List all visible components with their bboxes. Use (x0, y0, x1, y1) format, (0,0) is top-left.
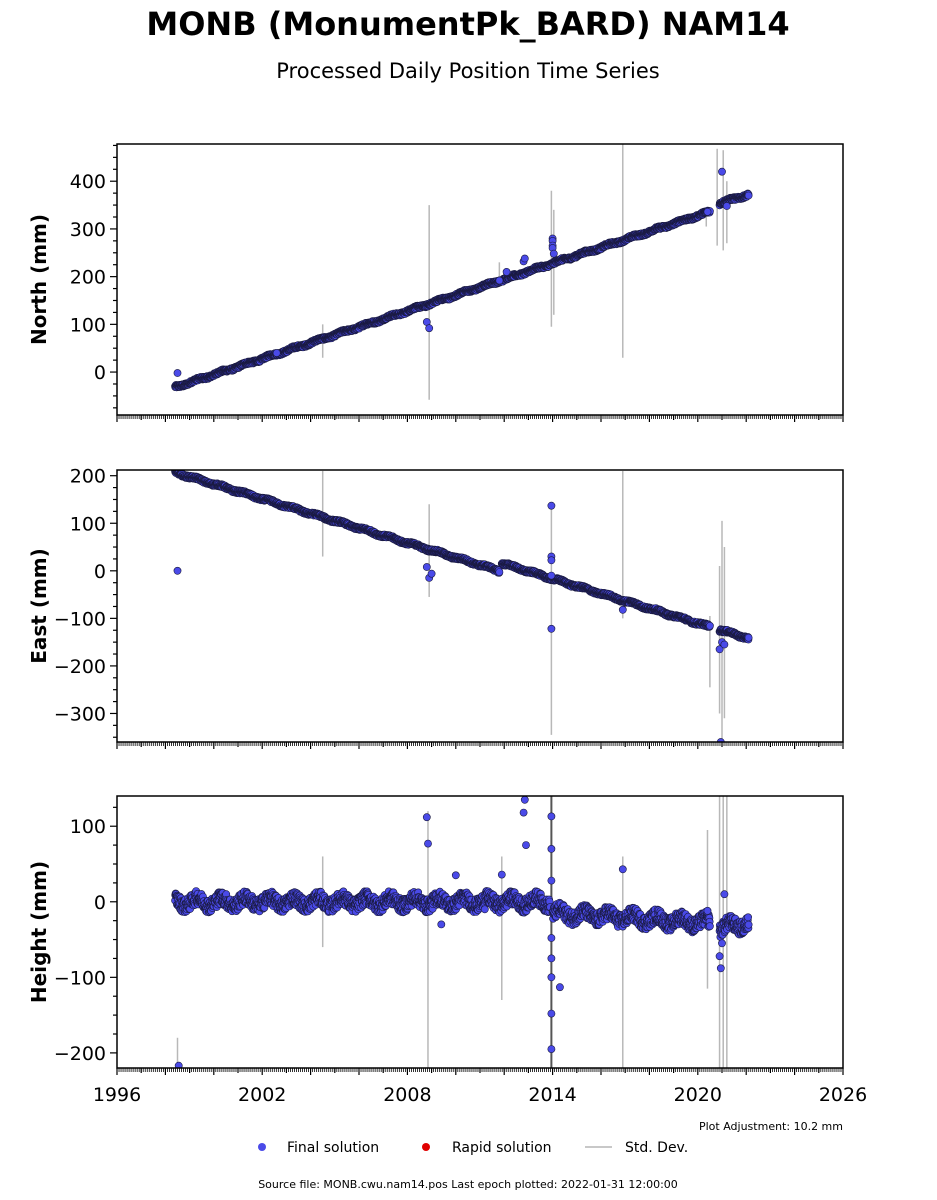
outlier-point (502, 267, 511, 276)
outlier-point (549, 249, 558, 258)
y-tick-label: 100 (70, 314, 106, 336)
outlier-point (703, 207, 712, 216)
outlier-point (618, 605, 627, 614)
outlier-point (547, 556, 556, 565)
axes-frame (116, 469, 844, 743)
y-tick-label: −200 (54, 656, 106, 678)
outlier-point (547, 624, 556, 633)
outlier-point (547, 571, 556, 580)
final-solution-point (495, 568, 504, 576)
outlier-point (547, 501, 556, 510)
y-axis-label: North (mm) (27, 214, 51, 345)
outlier-point (722, 202, 731, 210)
y-tick-label: 300 (70, 219, 106, 241)
outlier-point (272, 349, 281, 357)
outlier-point (425, 324, 434, 333)
chart-subtitle: Processed Daily Position Time Series (276, 59, 660, 83)
y-tick-label: 100 (70, 513, 106, 535)
outlier-point (173, 369, 182, 377)
final-solution-point (744, 191, 753, 200)
final-solution-point (744, 633, 753, 642)
outlier-point (173, 566, 182, 575)
mask-above (0, 104, 937, 144)
outlier-point (718, 167, 726, 176)
y-tick-label: −300 (54, 703, 106, 725)
y-tick-label: 200 (70, 267, 106, 289)
outlier-point (427, 569, 436, 578)
outlier-point (495, 276, 504, 285)
y-tick-label: 0 (94, 561, 106, 583)
std-dev-bars (321, 470, 726, 740)
final-solution-point (706, 621, 714, 630)
chart-title: MONB (MonumentPk_BARD) NAM14 (146, 5, 789, 43)
y-tick-label: 200 (70, 466, 106, 488)
outlier-point (422, 563, 431, 571)
mask-above (0, 430, 937, 470)
y-tick-label: 400 (70, 171, 106, 193)
final-solution-points (171, 466, 753, 746)
y-tick-label: 0 (94, 362, 106, 384)
outlier-point (720, 640, 729, 649)
final-solution-points (171, 167, 753, 392)
outlier-point (520, 254, 529, 263)
y-tick-label: −100 (54, 608, 106, 630)
